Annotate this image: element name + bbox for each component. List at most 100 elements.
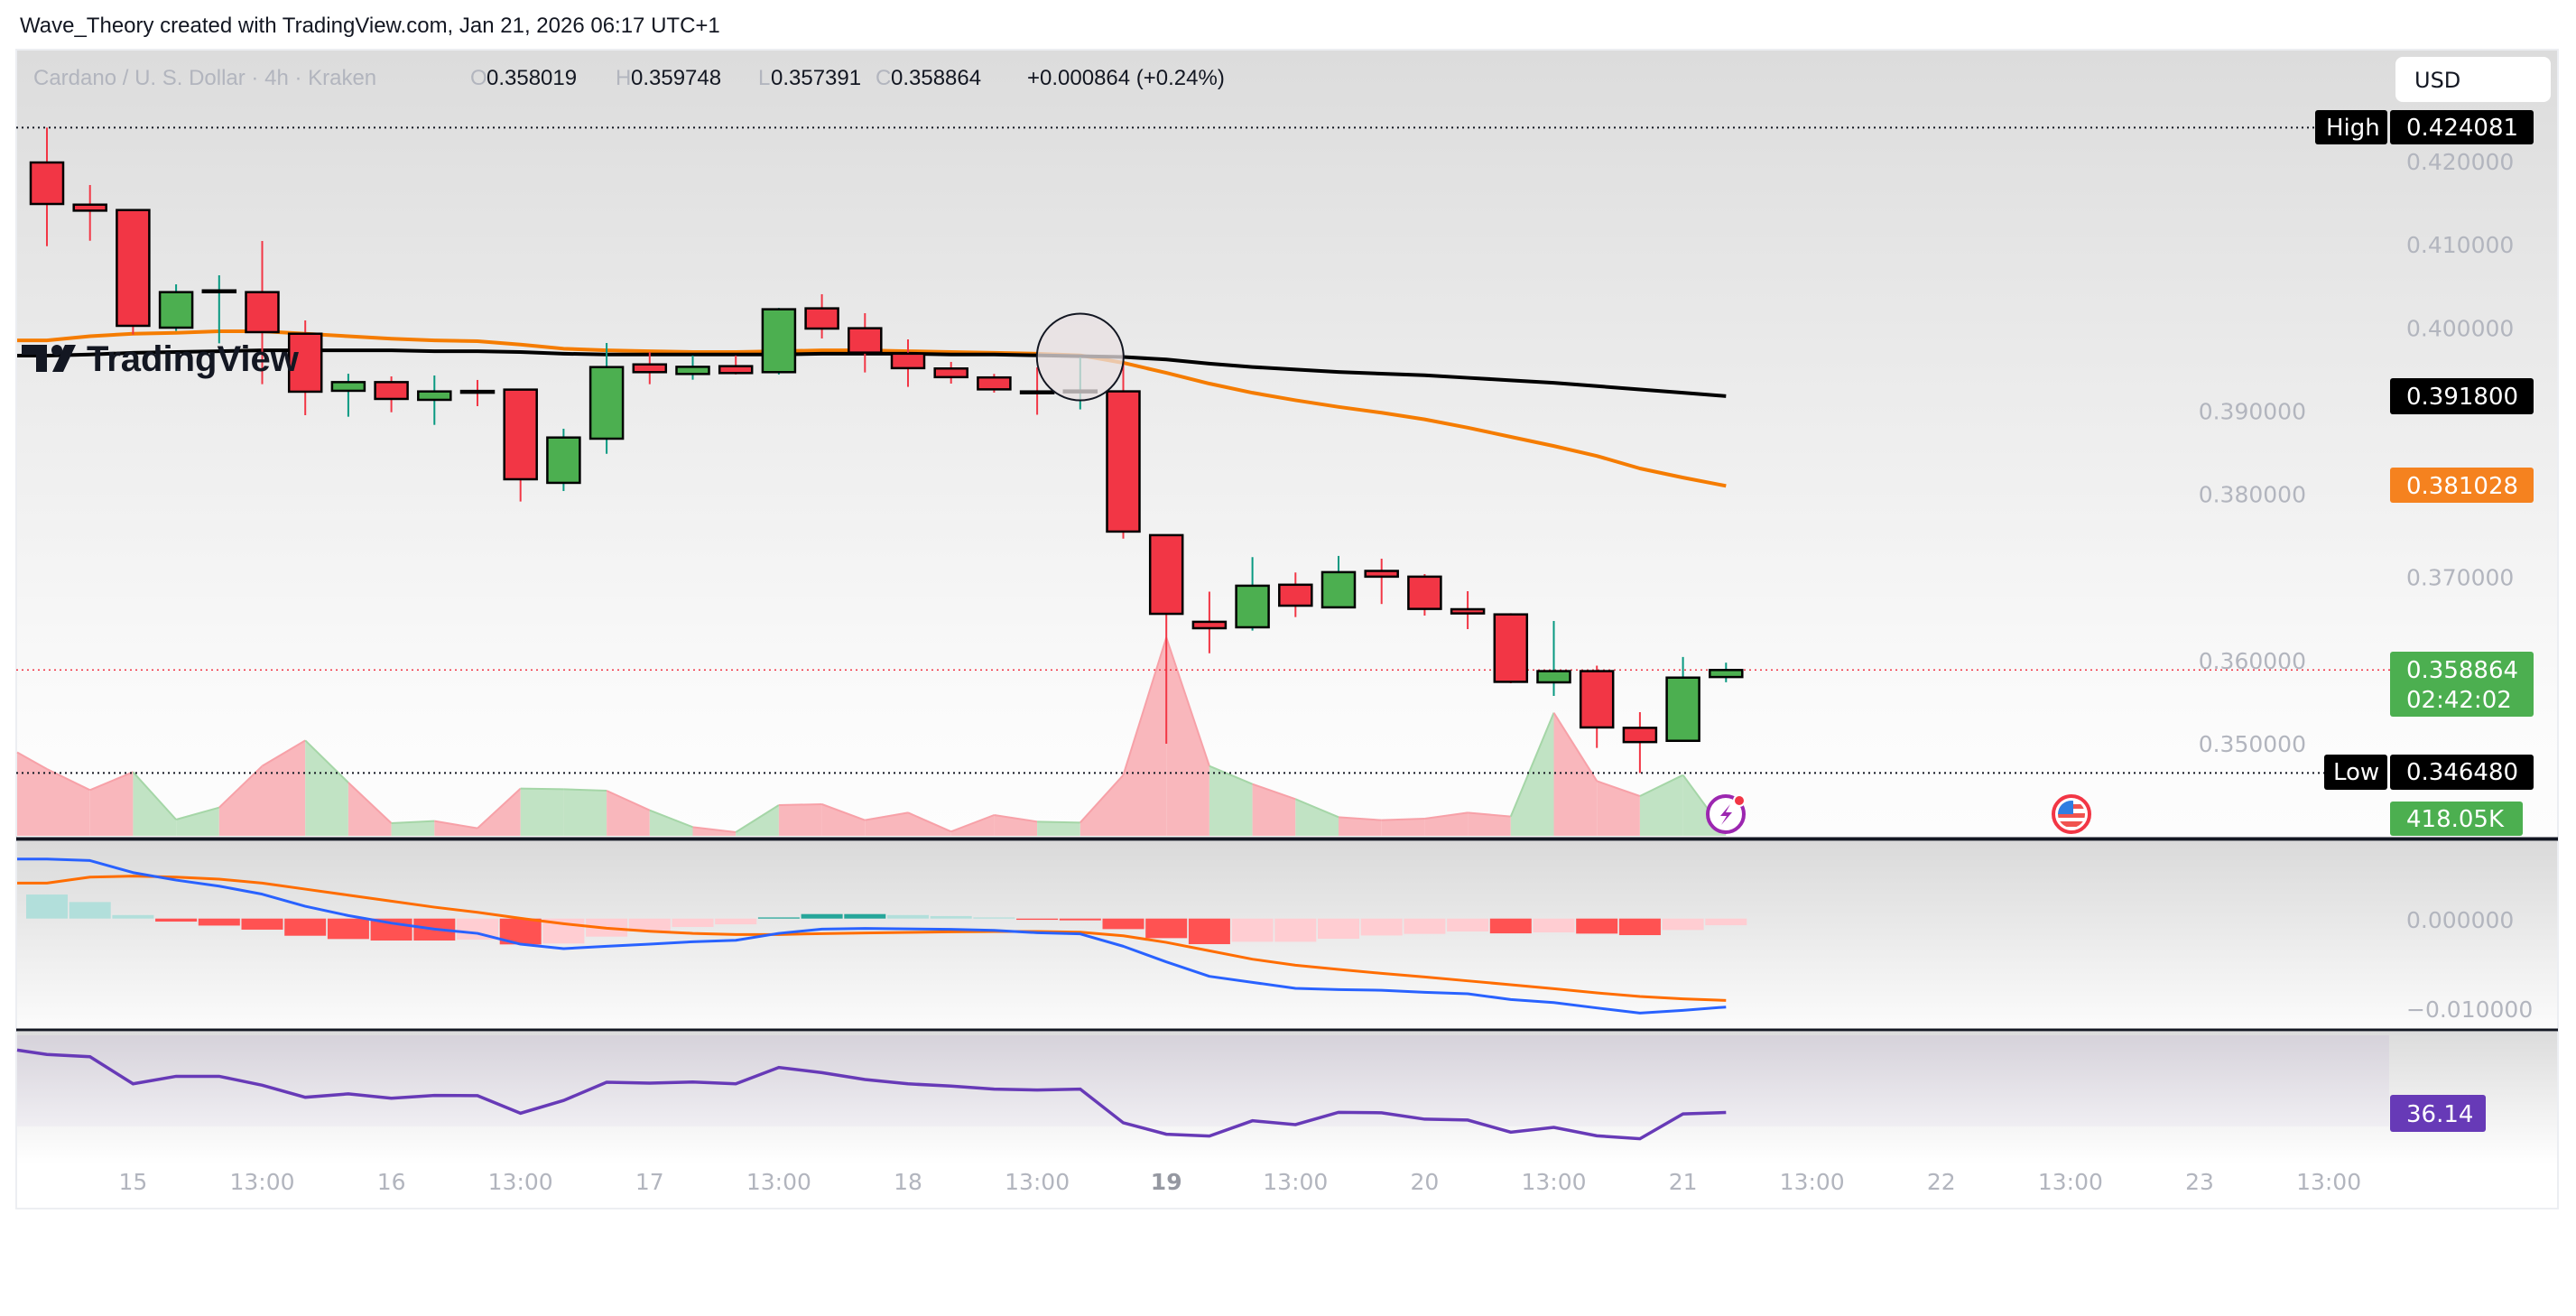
time-tick-label: 23 [2185,1169,2214,1195]
candle-body [1622,727,1658,744]
volume-segment [1510,712,1554,836]
volume-segment [1209,765,1253,836]
volume-segment [908,812,951,836]
price-axis[interactable]: 0.420000 0.410000 0.400000 0.390000 0.380000… [2199,149,2515,757]
candle-body [1019,390,1055,394]
candle [1235,557,1270,631]
candle [1665,656,1700,743]
macd-histogram-bar [327,918,369,940]
macd-histogram-bar [1274,918,1317,942]
candle-body [1579,670,1615,729]
candle-body [632,363,668,374]
rsi-line [16,1048,1727,1141]
price-tick-label: 0.380000 [2199,482,2306,508]
macd-indicator [17,857,1747,1015]
volume-segment [89,772,134,836]
high-marker-value: 0.424081 [2406,115,2518,142]
volume-segment [1381,819,1425,836]
candle [804,293,839,338]
candle [1106,353,1141,539]
volume-segment [1597,781,1640,836]
volume-edge [434,820,478,829]
candle [1148,533,1184,744]
volume-edge [735,804,780,833]
circle-annotation[interactable] [1035,312,1125,402]
candle [417,375,452,425]
candle [201,274,237,344]
time-tick-label: 19 [1151,1169,1182,1195]
time-tick-label: 21 [1669,1169,1698,1195]
macd-histogram-bar [1231,918,1274,942]
high-label: H [616,66,631,90]
volume-segment [176,807,219,836]
high-value: 0.359748 [631,66,721,90]
volume-segment [434,820,477,836]
candle [848,312,883,373]
candle-body [546,436,581,485]
macd-histogram-bar [457,918,498,941]
volume-edge [1037,820,1080,824]
volume-segment [477,788,521,836]
annotation-circle [1035,312,1125,402]
macd-histogram-bar [757,917,800,919]
rsi-band [17,1035,2389,1126]
volume-edge [907,811,952,833]
macd-histogram-bar [1576,918,1618,934]
candle [116,209,151,335]
currency-button[interactable]: USD [2395,57,2551,102]
time-axis[interactable]: 15 13:00 16 13:00 17 13:00 18 13:00 19 13:00 20 13:… [118,1169,2361,1195]
candle-body [1665,676,1700,743]
low-marker-value: 0.346480 [2406,759,2518,786]
volume-segment [821,804,866,836]
macd-histogram-bar [628,918,671,932]
low-value: 0.357391 [771,66,861,90]
volume-edge [821,803,866,821]
volume-edge [1596,780,1641,797]
candle-body [417,390,452,402]
symbol-title: Cardano / U. S. Dollar · 4h · Kraken [33,66,376,90]
candle-body [675,366,710,375]
legend[interactable]: Cardano / U. S. Dollar · 4h · Kraken O 0… [33,66,1225,90]
volume-area [16,637,1728,836]
candle [675,355,710,380]
time-tick-label: 13:00 [746,1169,811,1195]
high-marker-label: High [2326,115,2380,142]
candle-body [1278,583,1313,607]
volume-edge [1294,798,1339,819]
candle [29,127,65,246]
time-tick-label: 16 [377,1169,406,1195]
change-value: +0.000864 (+0.24%) [1027,66,1225,90]
lightning-event-icon[interactable] [1706,794,1746,834]
candle-body [933,366,968,379]
volume-segment [391,820,435,836]
time-tick-label: 13:00 [1780,1169,1845,1195]
candle-body [718,365,754,375]
volume-segment [649,810,693,836]
us-flag-economic-event-icon[interactable] [2052,794,2091,834]
time-tick-label: 13:00 [1263,1169,1328,1195]
high-marker: High 0.424081 [2315,110,2534,144]
volume-segment [218,765,263,836]
last-price-label: 0.358864 02:42:02 [2390,652,2534,717]
macd-histogram-bar [1662,918,1704,931]
price-tick-label: 0.360000 [2199,648,2306,674]
candle-body [503,388,538,481]
main-pane[interactable] [17,51,2557,838]
low-marker: Low 0.346480 [2324,755,2534,790]
tradingview-logo[interactable]: TradingView [22,339,300,379]
time-tick-label: 17 [635,1169,664,1195]
volume-edge [520,787,564,791]
volume-edge [175,806,220,820]
macd-histogram-bar [1705,918,1747,926]
macd-histogram-bar [1318,918,1359,940]
rsi-value: 36.14 [2406,1101,2473,1128]
candles [29,127,1744,774]
candle [287,320,323,416]
volume-edge [1080,774,1125,824]
volume-segment [607,791,650,836]
candle-body [1407,575,1442,610]
last-price-value: 0.358864 [2406,657,2518,684]
time-tick-label: 13:00 [229,1169,294,1195]
volume-edge [132,771,177,820]
